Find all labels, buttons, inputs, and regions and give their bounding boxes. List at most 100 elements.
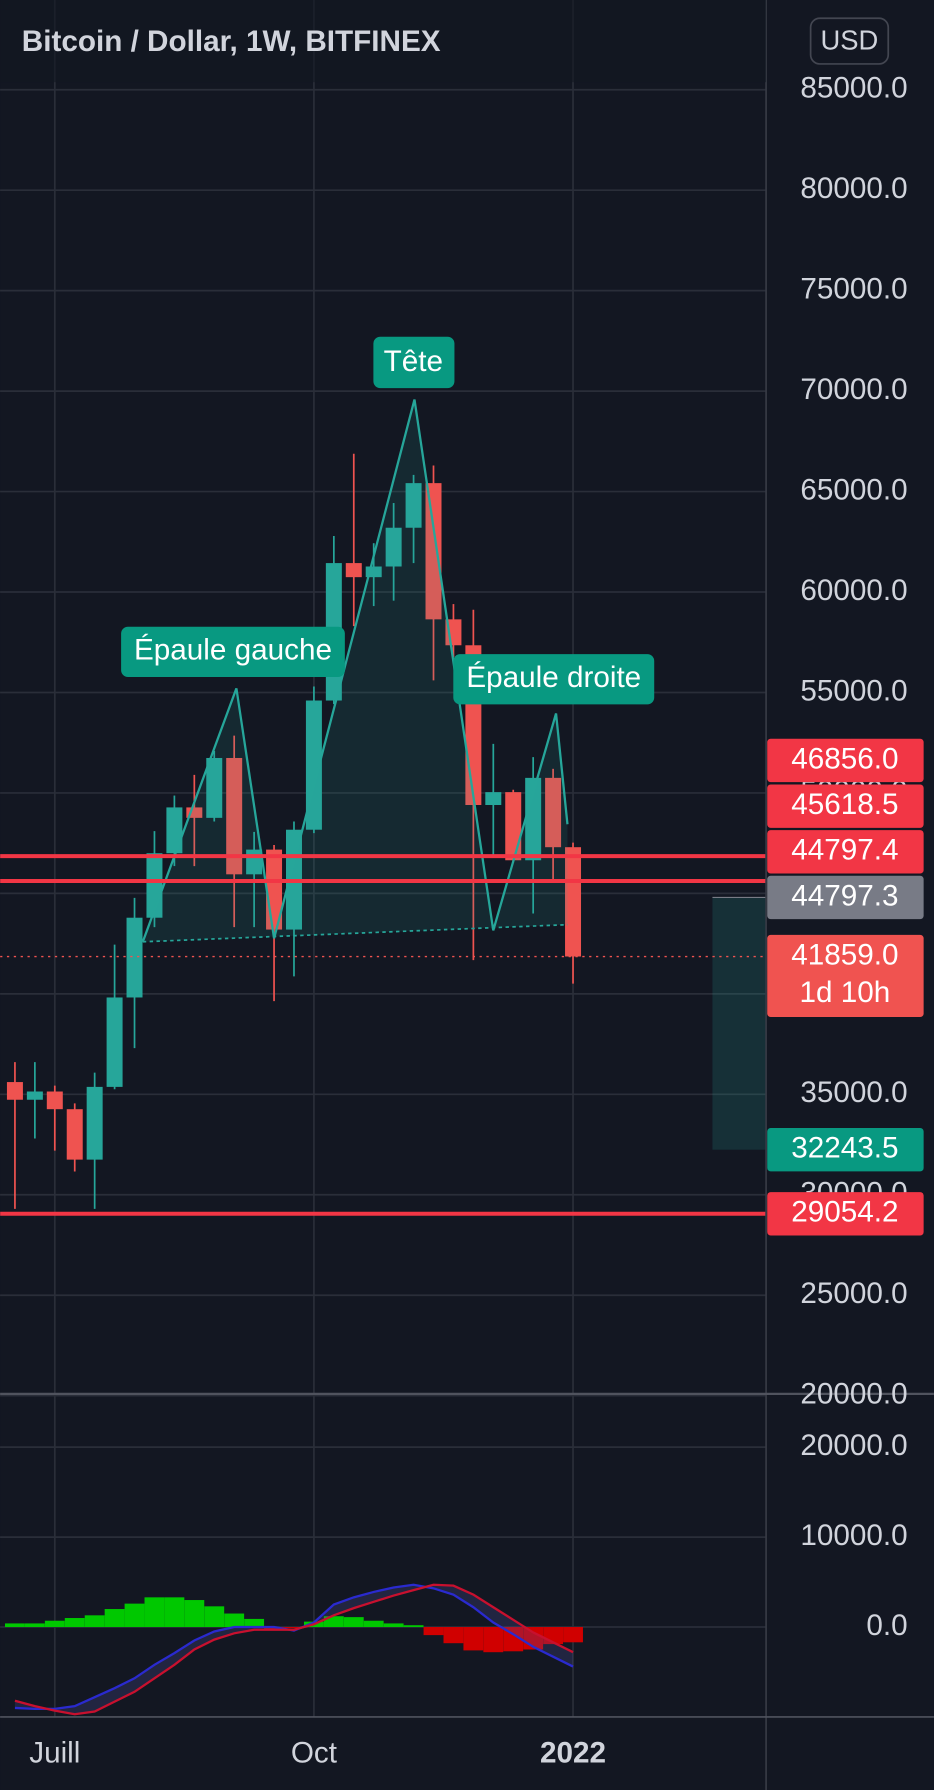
histogram-bar — [323, 1616, 344, 1628]
histogram-bar — [24, 1623, 45, 1628]
candle-body — [425, 483, 442, 620]
annotation-box — [373, 336, 455, 389]
title-backdrop — [0, 0, 767, 83]
price-tag — [767, 738, 924, 783]
price-tag — [767, 875, 924, 920]
candle-body — [345, 563, 362, 578]
histogram-bar — [423, 1627, 444, 1636]
y-tick-label: 85000.0 — [800, 72, 907, 105]
grid — [0, 0, 767, 1717]
macd-pane — [5, 1583, 583, 1716]
candle-body — [166, 807, 183, 854]
histogram-bar — [463, 1627, 484, 1651]
neckline — [142, 923, 568, 943]
annotation: Tête — [384, 345, 443, 378]
y-tick-label: 75000.0 — [800, 272, 907, 305]
histogram-bar — [244, 1618, 265, 1628]
annotations: Épaule gauche Tête Épaule droite — [121, 336, 655, 705]
countdown-label: 1d 10h — [799, 976, 890, 1009]
candle-body — [525, 777, 542, 861]
price-tag-label: 46856.0 — [791, 742, 898, 775]
candle-body — [186, 807, 203, 818]
histogram-bar — [184, 1600, 205, 1628]
pattern-fill — [142, 399, 568, 942]
histogram-bar — [403, 1625, 424, 1628]
candle-body — [405, 483, 422, 528]
annotation: Épaule gauche — [134, 634, 332, 667]
price-tag — [767, 1128, 924, 1172]
y-tick-label: 20000.0 — [800, 1429, 907, 1462]
candle-body — [106, 997, 123, 1087]
y-tick-label: 35000.0 — [800, 1076, 907, 1109]
histogram-bar — [144, 1597, 165, 1628]
histogram-bar — [383, 1623, 404, 1628]
currency-label[interactable]: USD — [821, 24, 879, 55]
price-tag — [767, 1192, 924, 1236]
price-tag-label: 41859.0 — [791, 938, 898, 971]
price-tags: 29054.2 32243.5 41859.0 1d 10h 44797.3 44797.… — [767, 738, 924, 1236]
histogram-bar — [363, 1620, 384, 1628]
price-tag — [767, 830, 924, 874]
histogram-bar — [44, 1620, 65, 1628]
histogram-bar — [503, 1627, 524, 1652]
pattern-line — [141, 399, 569, 943]
price-tag-label: 44797.4 — [791, 834, 898, 867]
histogram-bar — [224, 1613, 245, 1628]
chart-title: Bitcoin / Dollar, 1W, BITFINEX — [22, 25, 441, 58]
candle-body — [505, 792, 522, 861]
candle-body — [206, 757, 223, 818]
price-pane — [0, 399, 767, 1216]
currency-button[interactable] — [809, 17, 890, 65]
candle-body — [545, 777, 562, 848]
histogram-bar — [124, 1603, 145, 1628]
histogram-bar — [5, 1623, 25, 1628]
price-tag-label: 44797.3 — [791, 879, 898, 912]
histogram-bar — [563, 1627, 583, 1643]
candle-body — [226, 757, 243, 875]
price-tag — [767, 784, 924, 828]
price-tag-label: 45618.5 — [791, 788, 898, 821]
histogram-bar — [164, 1597, 185, 1628]
histogram-bar — [483, 1627, 504, 1653]
histogram-bar — [84, 1615, 105, 1628]
histogram-bar — [104, 1609, 125, 1628]
histogram-bar — [204, 1606, 225, 1628]
signal-line — [14, 1583, 574, 1716]
annotation: Épaule droite — [466, 661, 641, 694]
candle-body — [365, 566, 382, 578]
histogram-bar — [343, 1617, 364, 1628]
y-tick-label: 10000.0 — [800, 1519, 907, 1552]
price-tag-label: 29054.2 — [791, 1196, 898, 1229]
y-tick-label: 25000.0 — [800, 1277, 907, 1310]
y-tick-label: 70000.0 — [800, 373, 907, 406]
x-tick-label: Juill — [29, 1736, 80, 1769]
candle-body — [46, 1091, 63, 1110]
candle-body — [6, 1082, 23, 1100]
position-box — [712, 897, 767, 1150]
candle-body — [565, 847, 582, 957]
annotation-box — [121, 626, 345, 677]
head-shoulders-pattern — [141, 399, 569, 943]
candle-body — [126, 917, 143, 998]
x-tick-label: 2022 — [540, 1736, 606, 1769]
annotation-box — [453, 654, 655, 705]
histogram-bar — [284, 1627, 304, 1629]
y-tick-label: 55000.0 — [800, 674, 907, 707]
y-tick-label: 60000.0 — [800, 574, 907, 607]
price-tag-label: 32243.5 — [791, 1132, 898, 1165]
y-tick-label: 65000.0 — [800, 473, 907, 506]
candle-body — [26, 1091, 43, 1100]
candle-body — [485, 792, 502, 805]
y-tick-label: 80000.0 — [800, 172, 907, 205]
histogram-bar — [443, 1627, 464, 1644]
x-tick-label: Oct — [291, 1736, 338, 1769]
candle-body — [385, 527, 402, 567]
candle-body — [86, 1086, 103, 1160]
price-tag — [767, 934, 924, 1018]
y-tick-label: 0.0 — [866, 1609, 907, 1642]
y-tick-label: 20000.0 — [800, 1378, 907, 1411]
histogram-bar — [64, 1618, 85, 1628]
candle-body — [66, 1109, 83, 1160]
